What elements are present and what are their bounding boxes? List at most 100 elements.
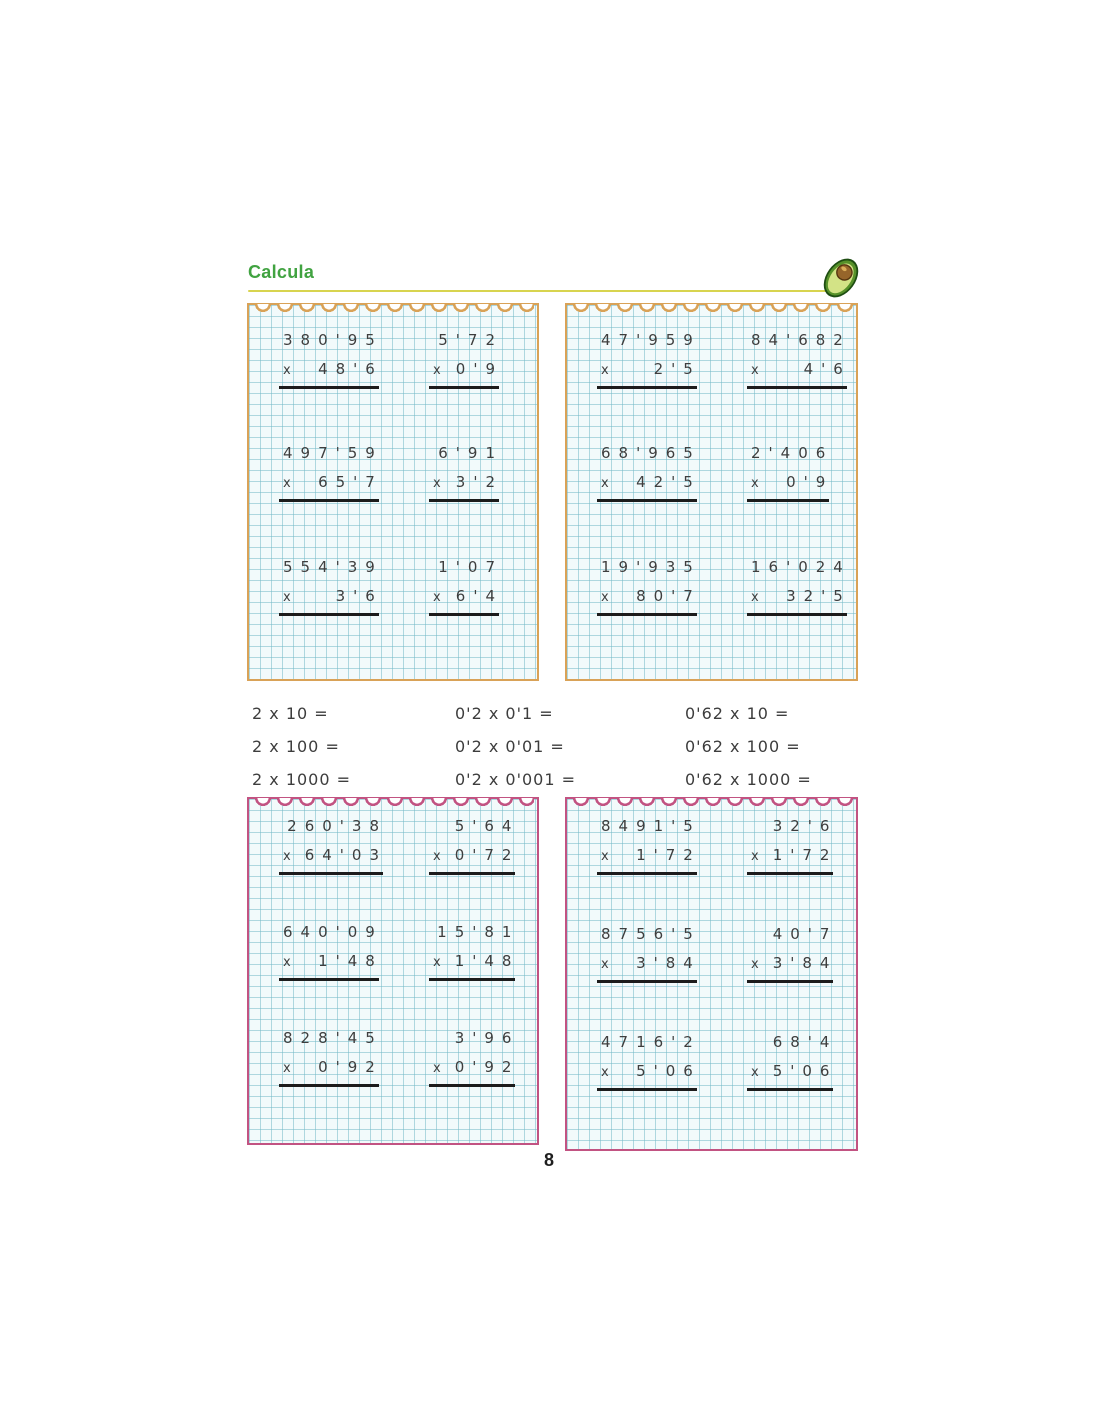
equation-column: 0'2 x 0'1 = 0'2 x 0'01 = 0'2 x 0'001 = <box>455 697 576 796</box>
answer-line <box>429 612 499 616</box>
times-sign: x <box>751 849 759 864</box>
answer-line <box>279 499 379 503</box>
multiplier: 0'72 <box>454 846 520 864</box>
multiplier: 6'4 <box>455 586 503 605</box>
multiplication-problem: 5'72 x 0'9 <box>429 331 499 389</box>
multiplication-problem: 8756'5 x 3'84 <box>597 925 697 983</box>
notebook-panel-bottom-left: 260'38 x 64'03 5'64 x 0'72 640'09 x 1'48 15… <box>247 797 539 1145</box>
multiplication-problem: 6'91 x 3'2 <box>429 444 499 503</box>
multiplication-problem: 3'96 x 0'92 <box>429 1029 516 1087</box>
multiplier: 1'72 <box>772 846 838 864</box>
answer-line <box>429 499 499 503</box>
multiplier: 48'6 <box>318 360 383 378</box>
multiplication-problem: 15'81 x 1'48 <box>429 923 516 981</box>
multiplier: 1'48 <box>318 952 383 970</box>
answer-line <box>279 1084 379 1087</box>
times-sign: x <box>433 589 441 605</box>
answer-line <box>279 386 379 389</box>
times-sign: x <box>283 363 291 378</box>
multiplier: 0'9 <box>455 360 503 378</box>
times-sign: x <box>751 957 759 972</box>
times-sign: x <box>601 476 609 492</box>
multiplicand: 6'91 <box>438 444 503 463</box>
multiplicand: 84'682 <box>751 331 851 349</box>
times-sign: x <box>283 849 291 864</box>
multiplication-problem: 47'959 x 2'5 <box>597 331 697 389</box>
answer-line <box>429 978 516 981</box>
multiplicand: 47'959 <box>601 331 701 349</box>
answer-line <box>747 980 834 983</box>
multiplication-problem: 828'45 x 0'92 <box>279 1029 379 1087</box>
multiplier: 32'5 <box>786 586 851 605</box>
answer-line <box>597 612 697 616</box>
multiplicand: 380'95 <box>283 331 383 349</box>
multiplier: 0'92 <box>318 1058 383 1076</box>
times-sign: x <box>601 589 609 605</box>
answer-line <box>597 499 697 503</box>
times-sign: x <box>751 1065 759 1080</box>
multiplier: 1'48 <box>454 952 520 970</box>
multiplicand: 68'4 <box>772 1033 838 1051</box>
times-sign: x <box>433 1061 441 1076</box>
multiplicand: 68'965 <box>601 444 701 463</box>
equation-column: 2 x 10 = 2 x 100 = 2 x 1000 = <box>252 697 351 796</box>
answer-line <box>597 386 697 389</box>
multiplication-problem: 19'935 x 80'7 <box>597 558 697 616</box>
multiplier: 4'6 <box>803 360 851 378</box>
times-sign: x <box>433 849 441 864</box>
multiplicand: 640'09 <box>283 923 383 941</box>
answer-line <box>597 872 697 875</box>
multiplicand: 16'024 <box>751 557 851 576</box>
multiplier: 5'06 <box>636 1062 701 1080</box>
multiplication-problem: 380'95 x 48'6 <box>279 331 379 389</box>
equation: 0'62 x 10 = <box>685 704 790 723</box>
multiplication-problem: 497'59 x 65'7 <box>279 444 379 503</box>
times-sign: x <box>433 476 441 492</box>
times-sign: x <box>433 363 441 378</box>
multiplication-problem: 32'6 x 1'72 <box>747 817 834 875</box>
multiplicand: 32'6 <box>772 817 838 835</box>
answer-line <box>747 386 847 389</box>
multiplier: 3'2 <box>455 473 503 492</box>
multiplier: 0'9 <box>786 473 834 492</box>
multiplicand: 8491'5 <box>601 817 701 835</box>
times-sign: x <box>283 589 291 605</box>
times-sign: x <box>751 476 759 492</box>
multiplication-problem: 68'965 x 42'5 <box>597 444 697 503</box>
multiplicand: 1'07 <box>438 557 503 576</box>
multiplication-problem: 84'682 x 4'6 <box>747 331 847 389</box>
notebook-panel-top-right: 47'959 x 2'5 84'682 x 4'6 68'965 x 42'5 2'4… <box>565 303 858 681</box>
answer-line <box>747 612 847 616</box>
multiplicand: 4716'2 <box>601 1033 701 1051</box>
multiplication-problem: 1'07 x 6'4 <box>429 558 499 616</box>
times-sign: x <box>601 363 609 378</box>
times-sign: x <box>751 589 759 605</box>
multiplier: 1'72 <box>636 846 701 864</box>
multiplicand: 3'96 <box>454 1029 520 1047</box>
answer-line <box>279 872 384 875</box>
multiplicand: 5'72 <box>438 331 503 349</box>
multiplication-problem: 8491'5 x 1'72 <box>597 817 697 875</box>
multiplier: 3'84 <box>772 954 838 972</box>
answer-line <box>429 872 516 875</box>
torn-edge-decoration <box>252 304 534 314</box>
multiplier: 2'5 <box>653 360 701 378</box>
multiplicand: 497'59 <box>283 444 383 463</box>
multiplication-problem: 16'024 x 32'5 <box>747 558 847 616</box>
notebook-panel-top-left: 380'95 x 48'6 5'72 x 0'9 497'59 x 65'7 6'91… <box>247 303 539 681</box>
answer-line <box>747 872 834 875</box>
answer-line <box>597 1088 697 1091</box>
multiplicand: 828'45 <box>283 1029 383 1047</box>
answer-line <box>429 1084 516 1087</box>
equation: 2 x 10 = <box>252 704 329 723</box>
multiplicand: 15'81 <box>437 923 520 941</box>
answer-line <box>279 612 379 616</box>
multiplicand: 8756'5 <box>601 925 701 943</box>
equation: 2 x 100 = <box>252 737 340 756</box>
multiplier: 42'5 <box>636 473 701 492</box>
multiplier: 64'03 <box>304 846 388 864</box>
multiplier: 65'7 <box>318 473 383 492</box>
multiplication-problem: 4716'2 x 5'06 <box>597 1033 697 1091</box>
answer-line <box>279 978 379 981</box>
equation: 0'62 x 100 = <box>685 737 801 756</box>
